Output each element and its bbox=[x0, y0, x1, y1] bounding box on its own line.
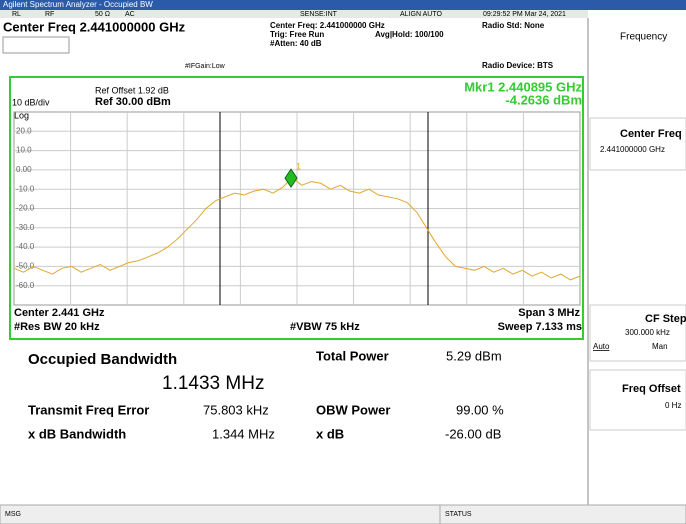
xdb-bw-value: 1.344 MHz bbox=[212, 426, 275, 441]
obw-power-value: 99.00 % bbox=[456, 402, 504, 417]
xdb-bw-label: x dB Bandwidth bbox=[28, 426, 126, 441]
xdb-label: x dB bbox=[316, 426, 344, 441]
total-power-label: Total Power bbox=[316, 348, 389, 363]
softkey-man[interactable]: Man bbox=[652, 342, 668, 351]
log: Log bbox=[14, 110, 29, 120]
status: STATUS bbox=[445, 511, 472, 518]
center-freq: Center Freq 2.441000000 GHz bbox=[3, 19, 186, 34]
softkey-value: 0 Hz bbox=[665, 401, 681, 410]
ref-level: Ref 30.00 dBm bbox=[95, 96, 171, 108]
marker bbox=[284, 168, 298, 189]
y-tick-label: -20.0 bbox=[16, 204, 35, 213]
graticule: 20.0 10.0 0.00 -10.0 -20.0 -30.0 -40.0 -50.0 -60… bbox=[13, 111, 581, 306]
impedance: 50 Ω bbox=[95, 11, 110, 18]
footer bbox=[0, 504, 686, 524]
y-tick-label: 10.0 bbox=[16, 146, 32, 155]
msg: MSG bbox=[5, 511, 21, 518]
y-tick-label: -30.0 bbox=[16, 223, 35, 232]
softkey-menu: Frequency bbox=[620, 32, 667, 43]
avg-hold: Avg|Hold: 100/100 bbox=[375, 30, 444, 39]
y-tick-label: 0.00 bbox=[16, 165, 32, 174]
softkey-cf-step[interactable] bbox=[589, 304, 686, 362]
freq-error-label: Transmit Freq Error bbox=[28, 402, 149, 417]
trace bbox=[13, 176, 581, 281]
time: 09:29:52 PM Mar 24, 2021 bbox=[483, 11, 566, 18]
ref-offset: Ref Offset 1.92 dB bbox=[95, 85, 169, 95]
title-bar bbox=[0, 0, 686, 10]
xdb-value: -26.00 dB bbox=[445, 426, 501, 441]
res-bw: #Res BW 20 kHz bbox=[14, 321, 100, 333]
softkey-auto[interactable]: Auto bbox=[593, 342, 610, 351]
atten: #Atten: 40 dB bbox=[270, 39, 322, 48]
coupling: AC bbox=[125, 11, 135, 18]
y-tick-label: -40.0 bbox=[16, 242, 35, 251]
rf: RF bbox=[45, 11, 54, 18]
total-power-value: 5.29 dBm bbox=[446, 348, 502, 363]
y-tick-label: -60.0 bbox=[16, 281, 35, 290]
scale: 10 dB/div bbox=[12, 97, 50, 107]
radio-std: Radio Std: None bbox=[482, 21, 545, 30]
vbw: #VBW 75 kHz bbox=[290, 321, 360, 333]
y-tick-label: -10.0 bbox=[16, 184, 35, 193]
softkey-label: Center Freq bbox=[620, 128, 682, 140]
sweep: Sweep 7.133 ms bbox=[498, 321, 582, 333]
marker-freq: Mkr1 2.440895 GHz bbox=[464, 79, 582, 94]
radio-device: Radio Device: BTS bbox=[482, 61, 554, 70]
softkey-label: CF Step bbox=[645, 313, 686, 325]
softkey-value: 2.441000000 GHz bbox=[600, 145, 665, 154]
y-tick-label: 20.0 bbox=[16, 126, 32, 135]
softkey-value: 300.000 kHz bbox=[625, 328, 670, 337]
marker-number: 1 bbox=[296, 162, 301, 172]
marker-value: -4.2636 dBm bbox=[505, 92, 582, 107]
obw-value: 1.1433 MHz bbox=[162, 373, 264, 394]
trig: Trig: Free Run bbox=[270, 30, 324, 39]
obw-power-label: OBW Power bbox=[316, 402, 390, 417]
center: Center 2.441 GHz bbox=[14, 307, 105, 319]
span: Span 3 MHz bbox=[518, 307, 580, 319]
entry-box bbox=[2, 36, 70, 54]
y-tick-label: -50.0 bbox=[16, 262, 35, 271]
center-freq-small: Center Freq: 2.441000000 GHz bbox=[270, 21, 385, 30]
softkey-freq-offset[interactable] bbox=[589, 369, 686, 431]
rl: RL bbox=[12, 11, 21, 18]
softkey-center-freq[interactable] bbox=[589, 117, 686, 171]
align: ALIGN AUTO bbox=[400, 11, 442, 18]
status-row bbox=[0, 10, 588, 18]
obw-label: Occupied Bandwidth bbox=[28, 351, 177, 368]
title: Agilent Spectrum Analyzer - Occupied BW bbox=[3, 0, 153, 9]
if-gain: #IFGain:Low bbox=[185, 63, 226, 70]
sense: SENSE:INT bbox=[300, 11, 338, 18]
freq-error-value: 75.803 kHz bbox=[203, 402, 269, 417]
softkey-label: Freq Offset bbox=[622, 383, 681, 395]
